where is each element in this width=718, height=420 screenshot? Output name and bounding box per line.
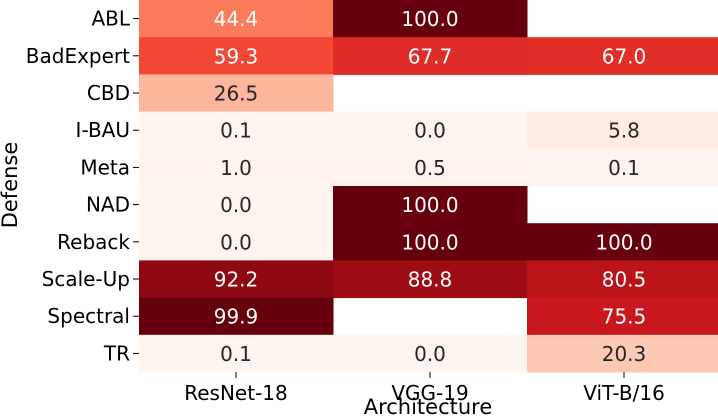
heatmap-cell: [527, 260, 718, 299]
cell-value-label: 100.0: [401, 193, 458, 217]
y-tick-label: NAD: [86, 193, 130, 217]
cell-value-label: 67.0: [602, 44, 647, 68]
cell-value-label: 88.8: [408, 268, 453, 292]
cell-value-label: 99.9: [214, 305, 259, 329]
cell-value-label: 26.5: [214, 82, 259, 106]
row-labels: ABL BadExpert CBD I-BAU Meta NAD Reback Scale-U…: [26, 7, 139, 365]
cell-value-label: 100.0: [401, 230, 458, 254]
heatmap-cell: [333, 148, 528, 187]
heatmap-cell: [139, 74, 334, 113]
heatmap-cell: [139, 111, 334, 150]
heatmap-cell: [527, 148, 718, 187]
heatmap-cell: [333, 186, 528, 224]
cell-value-label: 100.0: [595, 230, 652, 254]
x-axis-title: Architecture: [364, 395, 493, 419]
y-tick-label: TR: [103, 341, 130, 365]
heatmap-cell: [139, 0, 334, 38]
heatmap-cell: [527, 223, 718, 261]
y-tick-label: CBD: [87, 81, 130, 105]
y-tick-label: Meta: [80, 155, 130, 179]
y-axis-title: Defense: [0, 142, 22, 229]
heatmap-cell: [333, 111, 528, 150]
heatmap-cell: [333, 37, 528, 75]
y-tick-label: I-BAU: [76, 118, 130, 142]
cell-value-label: 0.0: [220, 230, 252, 254]
heatmap-cell: [139, 186, 334, 224]
cell-value-label: 75.5: [602, 305, 647, 329]
cell-value-label: 0.0: [414, 342, 446, 366]
column-labels: ResNet-18 VGG-19 ViT-B/16: [184, 372, 665, 405]
cell-value-label: 100.0: [401, 7, 458, 31]
y-tick-label: BadExpert: [26, 44, 130, 68]
cell-value-label: 0.1: [220, 342, 252, 366]
y-tick-label: ABL: [91, 7, 130, 31]
cell-value-label: 0.1: [220, 119, 252, 143]
cell-value-label: 5.8: [608, 119, 640, 143]
heatmap-cell: [527, 334, 718, 373]
heatmap-cell: [333, 334, 528, 373]
x-tick-label: ViT-B/16: [583, 381, 665, 405]
cell-value-label: 80.5: [602, 268, 647, 292]
heatmap-cell: [139, 260, 334, 299]
heatmap-cell: [139, 297, 334, 336]
cell-value-label: 0.0: [414, 119, 446, 143]
y-tick-label: Reback: [57, 230, 130, 254]
heatmap-cell: [333, 0, 528, 38]
cell-value-label: 0.0: [220, 193, 252, 217]
x-tick-label: VGG-19: [391, 381, 468, 405]
cell-value-label: 0.1: [608, 156, 640, 180]
cell-value-label: 20.3: [602, 342, 647, 366]
heatmap-cells: 44.4 100.0 59.3 67.7 67.0 26.5 0.1 0.0 5.8 1.0 0.5…: [139, 0, 718, 373]
cell-value-label: 0.5: [414, 156, 446, 180]
heatmap-cell: [527, 111, 718, 150]
y-tick-label: Scale-Up: [42, 267, 130, 291]
cell-value-label: 92.2: [214, 268, 259, 292]
heatmap-cell: [139, 334, 334, 373]
x-tick-label: ResNet-18: [184, 381, 288, 405]
cell-value-label: 59.3: [214, 44, 259, 68]
heatmap-cell: [139, 37, 334, 75]
heatmap-cell: [333, 260, 528, 299]
heatmap-cell: [527, 37, 718, 75]
heatmap-cell: [527, 297, 718, 336]
cell-value-label: 67.7: [408, 44, 453, 68]
heatmap-cell: [139, 223, 334, 261]
heatmap-cell: [333, 223, 528, 261]
heatmap-cell: [139, 148, 334, 187]
y-tick-label: Spectral: [47, 304, 130, 328]
cell-value-label: 44.4: [214, 7, 259, 31]
cell-value-label: 1.0: [220, 156, 252, 180]
